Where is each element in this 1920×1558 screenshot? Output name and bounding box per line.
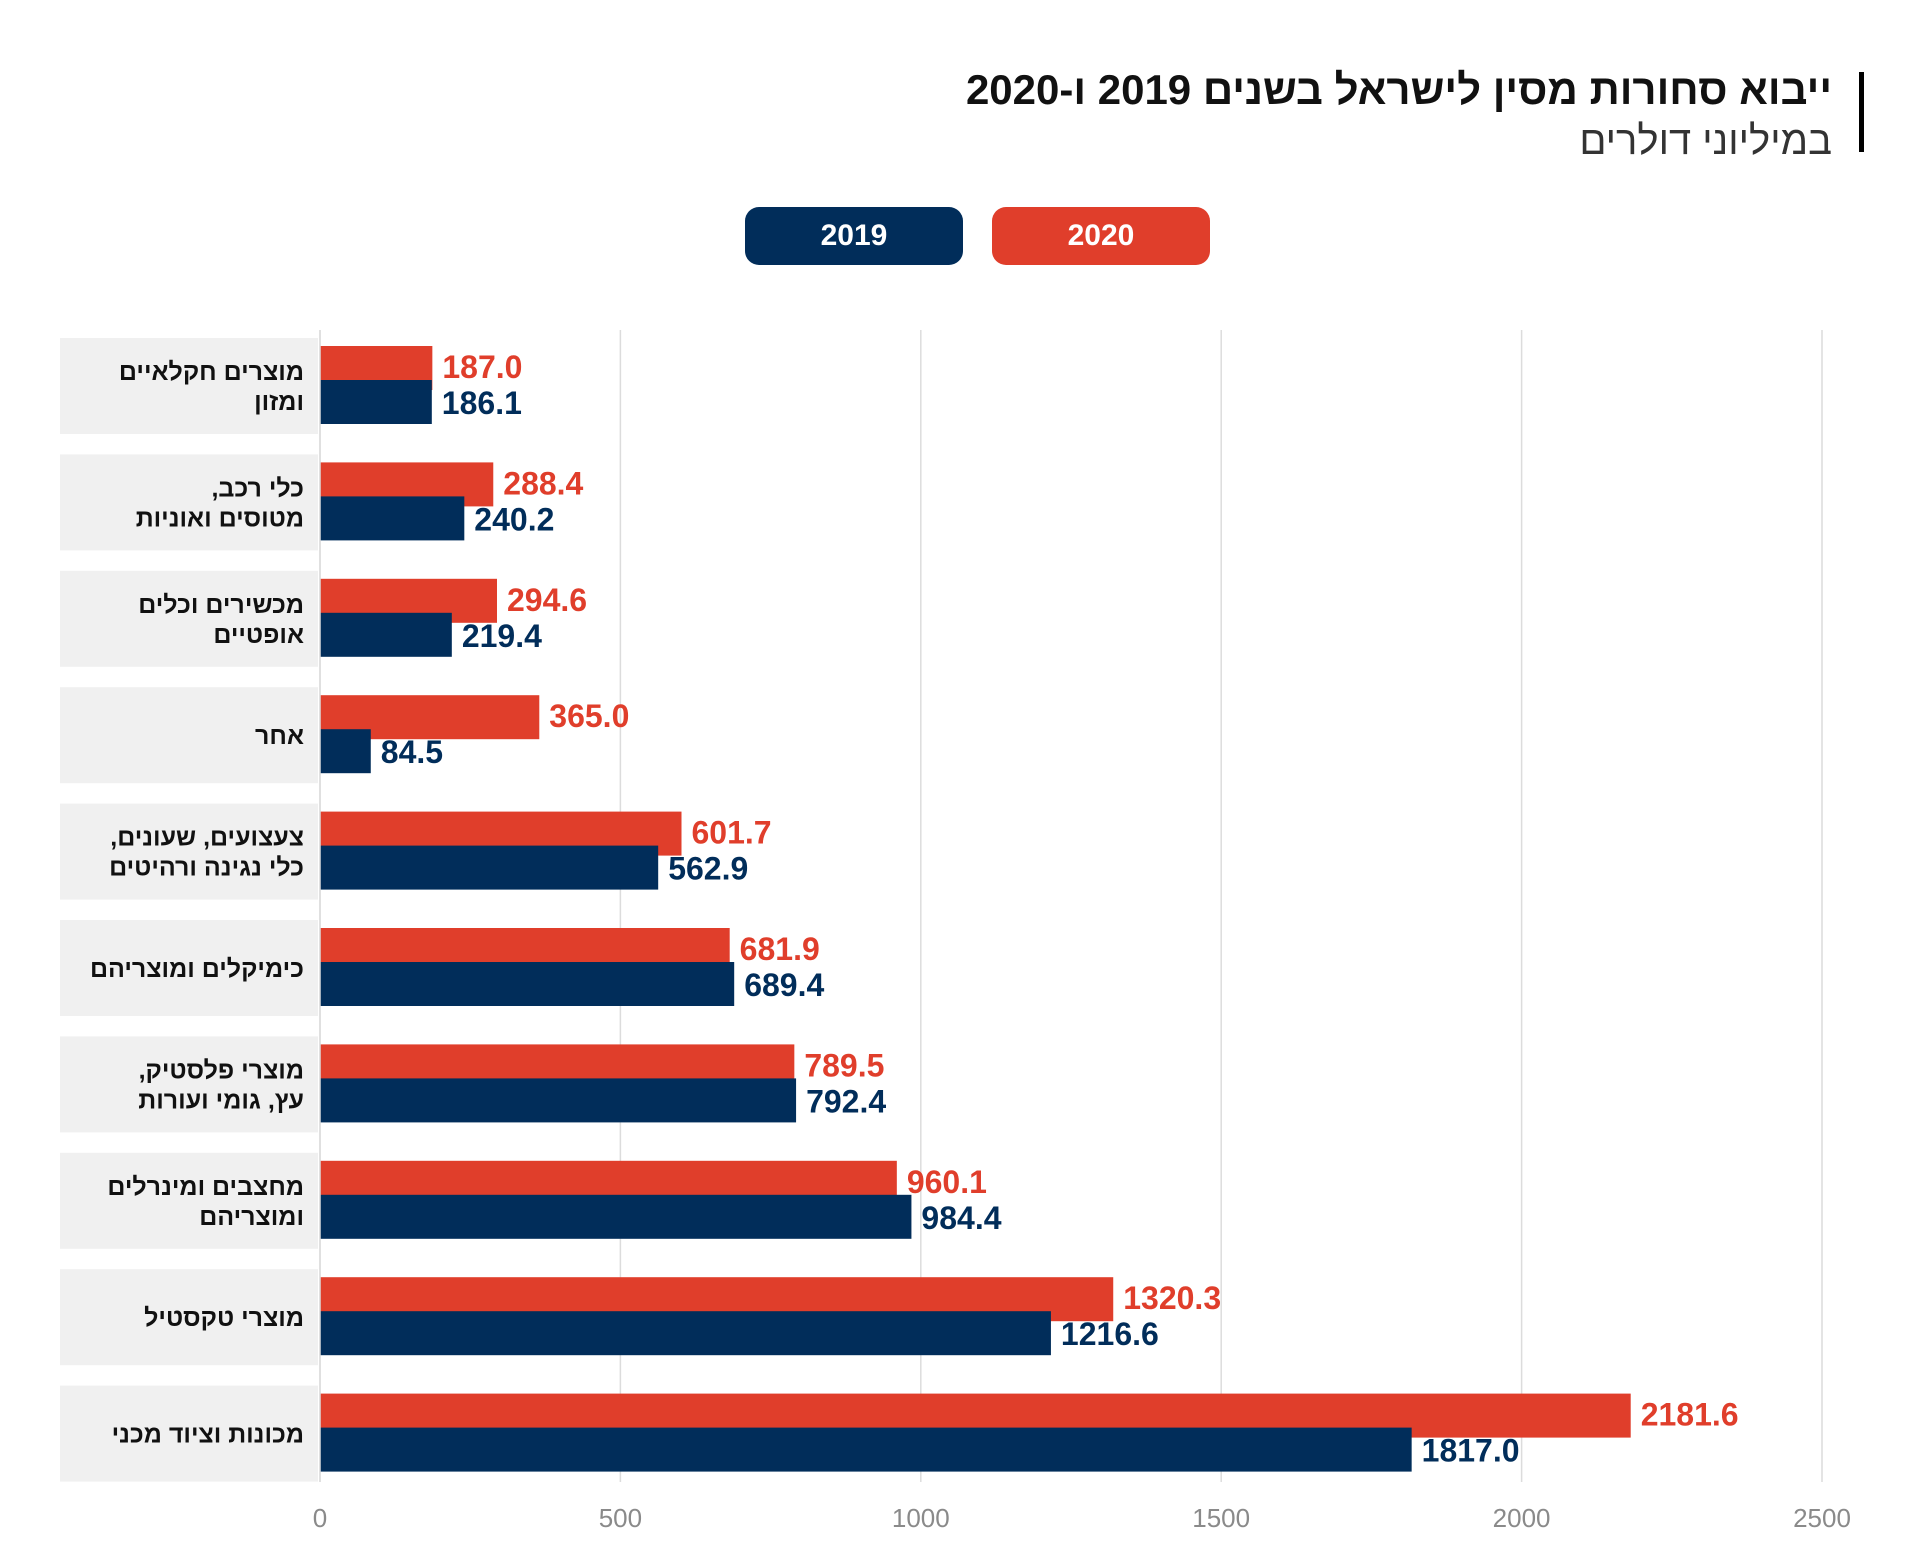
value-label-2019: 689.4 <box>744 967 824 1003</box>
value-label-2019: 562.9 <box>668 851 748 887</box>
category-label-bg <box>60 454 318 551</box>
category-label: מחצבים ומינרלים <box>107 1173 304 1201</box>
value-label-2019: 1817.0 <box>1422 1433 1520 1469</box>
bar-2019 <box>320 1311 1051 1356</box>
category-label: צעצועים, שעונים, <box>110 824 304 852</box>
value-label-2020: 1320.3 <box>1123 1280 1221 1316</box>
category-label: כימיקלים ומוצריהם <box>90 955 304 983</box>
x-tick-label: 0 <box>313 1503 327 1533</box>
category-label: מוצרי טקסטיל <box>144 1304 304 1332</box>
title-block: ייבוא סחורות מסין לישראל בשנים 2019 ו-20… <box>966 64 1860 166</box>
category-label: ומוצריהם <box>199 1203 304 1231</box>
value-label-2020: 789.5 <box>804 1047 884 1083</box>
value-label-2020: 601.7 <box>692 815 772 851</box>
title-accent-bar <box>1859 72 1864 152</box>
value-label-2019: 186.1 <box>442 385 522 421</box>
value-label-2020: 681.9 <box>740 931 820 967</box>
category-label: אחר <box>255 722 304 750</box>
bar-2019 <box>320 729 371 774</box>
bar-2019 <box>320 380 432 424</box>
category-label-bg <box>60 570 318 667</box>
category-label-bg <box>60 1385 318 1482</box>
chart-subtitle: במיליוני דולרים <box>1579 119 1832 163</box>
value-label-2019: 792.4 <box>806 1083 886 1119</box>
category-label-bg <box>60 803 318 900</box>
category-label: ומזון <box>254 388 304 416</box>
value-label-2020: 2181.6 <box>1641 1397 1739 1433</box>
category-label: כלי רכב, <box>211 474 304 502</box>
bar-2019 <box>320 496 465 541</box>
legend-item-2019: 2019 <box>745 207 963 265</box>
value-label-2019: 240.2 <box>474 501 554 537</box>
bar-2019 <box>320 1427 1412 1472</box>
x-tick-label: 2000 <box>1493 1503 1551 1533</box>
category-label: אופטיים <box>213 621 304 649</box>
category-label-bg <box>60 920 318 1016</box>
bar-2019 <box>320 1194 912 1239</box>
value-label-2019: 1216.6 <box>1061 1316 1159 1352</box>
x-tick-label: 500 <box>599 1503 642 1533</box>
bar-2019 <box>320 962 735 1006</box>
value-label-2020: 294.6 <box>507 582 587 618</box>
x-tick-label: 1000 <box>892 1503 950 1533</box>
category-label-bg <box>60 687 318 784</box>
bar-2019 <box>320 612 452 657</box>
category-label-bg <box>60 1152 318 1249</box>
category-label: מוצרי פלסטיק, <box>139 1056 304 1084</box>
category-label-bg <box>60 1269 318 1366</box>
category-label: עץ, גומי ועורות <box>138 1086 304 1114</box>
chart-title: ייבוא סחורות מסין לישראל בשנים 2019 ו-20… <box>965 66 1832 113</box>
value-label-2019: 984.4 <box>921 1200 1001 1236</box>
category-label: כלי נגינה ורהיטים <box>109 854 304 882</box>
value-label-2020: 960.1 <box>907 1164 987 1200</box>
category-label: מכשירים וכלים <box>138 591 304 619</box>
value-label-2020: 288.4 <box>503 465 583 501</box>
value-label-2020: 187.0 <box>442 349 522 385</box>
value-label-2019: 219.4 <box>462 618 542 654</box>
value-label-2020: 365.0 <box>549 698 629 734</box>
category-label-bg <box>60 338 318 434</box>
category-label-bg <box>60 1036 318 1133</box>
category-label: מוצרים חקלאיים <box>119 358 304 386</box>
category-label: מכונות וציוד מכני <box>112 1421 304 1449</box>
legend-item-2020: 2020 <box>992 207 1210 265</box>
bar-2019 <box>320 1078 797 1123</box>
category-label: מטוסים ואוניות <box>136 504 304 532</box>
x-tick-label: 2500 <box>1793 1503 1851 1533</box>
bar-2019 <box>320 845 659 890</box>
value-label-2019: 84.5 <box>381 734 443 770</box>
x-tick-label: 1500 <box>1192 1503 1250 1533</box>
